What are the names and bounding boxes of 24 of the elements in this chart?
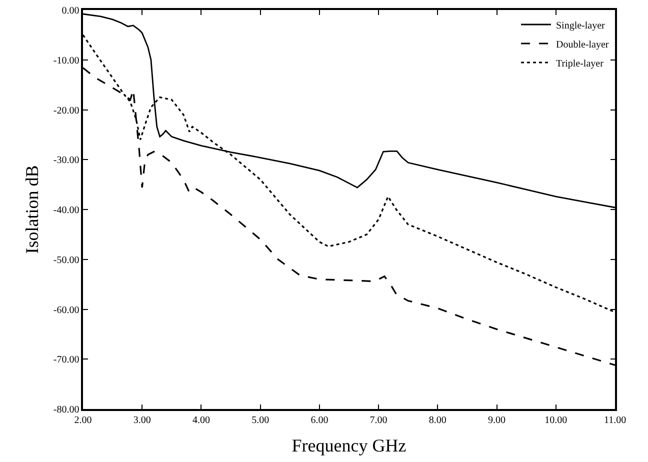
y-tick-label: -70.00 <box>53 354 80 366</box>
legend-label: Triple-layer <box>556 58 604 70</box>
x-tick-label: 5.00 <box>252 414 270 426</box>
y-tick-label: -80.00 <box>53 404 80 416</box>
x-tick-label: 2.00 <box>74 414 92 426</box>
legend-label: Double-layer <box>556 39 610 50</box>
x-tick-label: 4.00 <box>192 414 210 426</box>
x-tick-label: 6.00 <box>310 414 328 426</box>
x-tick-label: 7.00 <box>370 414 388 426</box>
y-tick-label: -20.00 <box>53 105 80 116</box>
x-tick-label: 10.00 <box>544 414 568 426</box>
x-axis-title: Frequency GHz <box>292 435 406 456</box>
x-tick-label: 11.00 <box>604 414 626 426</box>
x-tick-label: 9.00 <box>488 414 506 426</box>
y-tick-label: -40.00 <box>53 205 80 216</box>
y-tick-label: -10.00 <box>53 55 80 66</box>
y-tick-label: -50.00 <box>53 254 80 266</box>
y-tick-label: -30.00 <box>53 155 80 166</box>
x-tick-label: 8.00 <box>428 414 446 426</box>
x-tick-label: 3.00 <box>133 414 151 426</box>
y-tick-label: -60.00 <box>53 304 80 316</box>
y-tick-label: 0.00 <box>62 6 80 16</box>
y-axis-title: Isolation dB <box>22 165 42 254</box>
legend-label: Single-layer <box>556 20 606 32</box>
